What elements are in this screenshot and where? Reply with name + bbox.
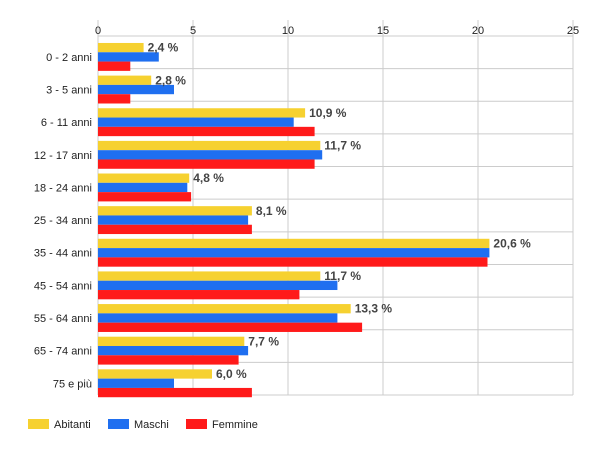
bar-abitanti	[98, 75, 152, 85]
category-label: 65 - 74 anni	[34, 346, 92, 358]
category-label: 25 - 34 anni	[34, 215, 92, 227]
bar-abitanti	[98, 238, 490, 249]
bar-abitanti	[98, 42, 144, 53]
bar-maschi	[98, 313, 338, 323]
bar-femmine	[98, 224, 252, 235]
bar-maschi	[98, 182, 188, 193]
bar-maschi	[98, 345, 249, 356]
category-label: 75 e più	[53, 378, 92, 390]
bar-abitanti	[98, 206, 252, 216]
bar-abitanti	[98, 271, 321, 281]
bar-femmine	[98, 257, 488, 267]
bar-abitanti	[98, 304, 351, 314]
category-labels: 0 - 2 anni 3 - 5 anni 6 - 11 anni 12 - 17 a…	[34, 52, 92, 390]
x-axis-ticks: 0 5 10 15 20 25	[95, 25, 579, 37]
data-label: 4,8 %	[193, 171, 224, 185]
category-label: 35 - 44 anni	[34, 248, 92, 260]
data-label: 11,7 %	[324, 269, 361, 283]
data-label: 20,6 %	[493, 236, 531, 250]
bar-maschi	[98, 150, 323, 160]
data-label: 2,4 %	[148, 41, 179, 55]
bar-abitanti	[98, 108, 306, 118]
bar-abitanti	[98, 336, 245, 346]
legend-swatch-abitanti	[28, 419, 49, 429]
category-label: 18 - 24 anni	[34, 182, 92, 194]
legend-label: Femmine	[212, 419, 258, 431]
bar-maschi	[98, 248, 490, 258]
legend-label: Maschi	[134, 419, 169, 431]
category-label: 3 - 5 anni	[46, 85, 92, 97]
data-label: 11,7 %	[324, 139, 361, 153]
bar-abitanti	[98, 140, 321, 151]
legend: Abitanti Maschi Femmine	[28, 419, 258, 431]
bar-maschi	[98, 52, 159, 62]
bar-femmine	[98, 61, 131, 71]
data-labels: 2,4 % 2,8 % 10,9 % 11,7 % 4,8 % 8,1 % 20,6 % 11…	[148, 41, 531, 381]
bar-abitanti	[98, 369, 212, 379]
category-label: 0 - 2 anni	[46, 52, 92, 64]
data-label: 2,8 %	[155, 73, 186, 87]
data-label: 7,7 %	[248, 334, 279, 348]
bar-femmine	[98, 322, 363, 332]
category-label: 55 - 64 anni	[34, 313, 92, 325]
x-tick-label: 10	[282, 25, 294, 37]
data-label: 13,3 %	[355, 302, 393, 316]
data-label: 6,0 %	[216, 367, 247, 381]
bar-maschi	[98, 117, 294, 127]
legend-swatch-femmine	[186, 419, 207, 429]
bar-femmine	[98, 192, 192, 202]
x-tick-label: 20	[472, 25, 484, 37]
bar-femmine	[98, 387, 252, 398]
data-label: 8,1 %	[256, 204, 287, 218]
legend-label: Abitanti	[54, 419, 91, 431]
bar-maschi	[98, 280, 338, 291]
category-label: 45 - 54 anni	[34, 280, 92, 292]
x-tick-label: 15	[377, 25, 389, 37]
bar-maschi	[98, 84, 174, 95]
legend-swatch-maschi	[108, 419, 129, 429]
data-label: 10,9 %	[309, 106, 347, 120]
x-tick-label: 25	[567, 25, 579, 37]
bar-femmine	[98, 290, 300, 300]
category-label: 12 - 17 anni	[34, 150, 92, 162]
x-tick-label: 5	[190, 25, 196, 37]
bar-femmine	[98, 94, 131, 104]
bar-femmine	[98, 355, 239, 365]
bar-maschi	[98, 378, 174, 388]
bar-abitanti	[98, 173, 190, 183]
bar-maschi	[98, 215, 249, 225]
bar-femmine	[98, 126, 315, 137]
x-tick-label: 0	[95, 25, 101, 37]
category-label: 6 - 11 anni	[41, 117, 92, 129]
bar-femmine	[98, 159, 315, 169]
bars	[98, 42, 490, 398]
